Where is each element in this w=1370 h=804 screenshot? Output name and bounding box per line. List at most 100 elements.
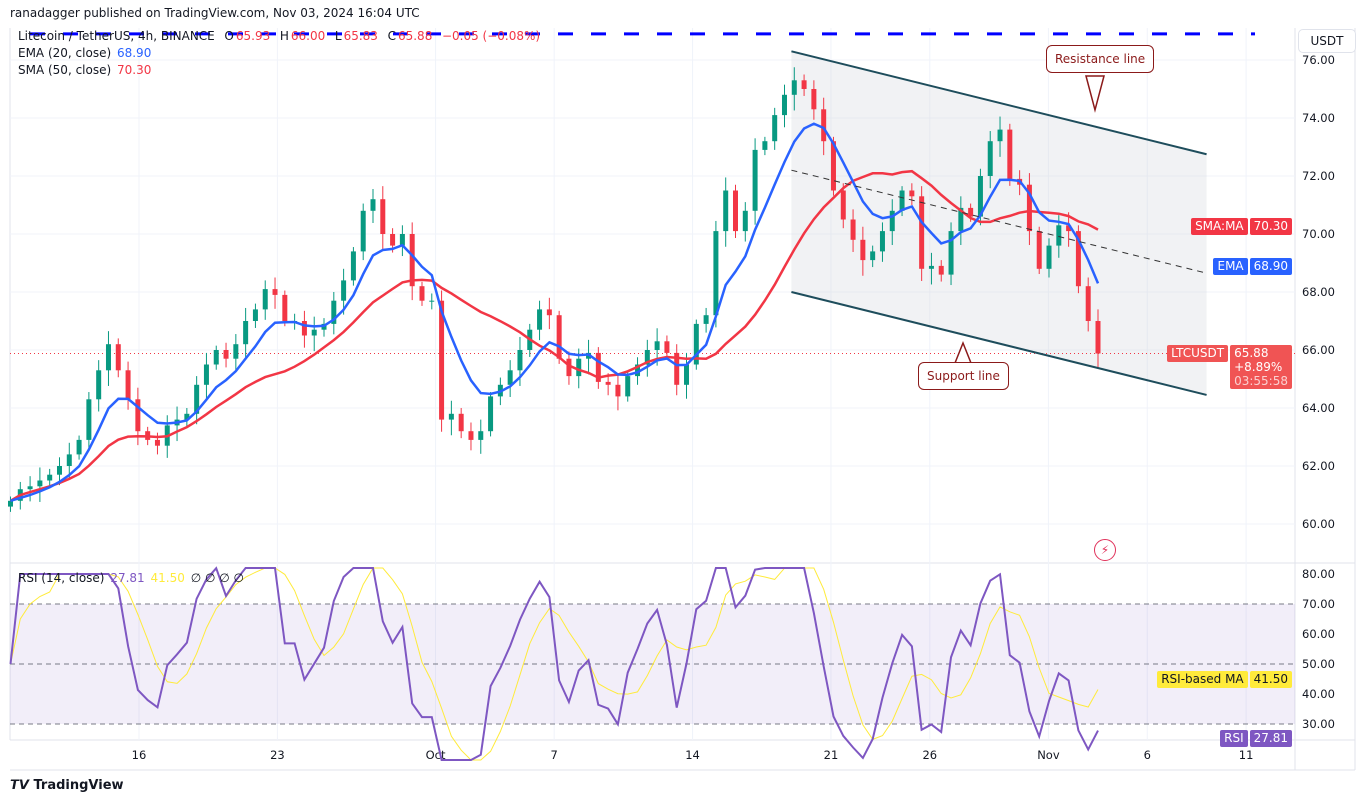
candle-body	[184, 413, 190, 420]
resistance-line-callout[interactable]: Resistance line	[1046, 45, 1155, 73]
candle-body	[301, 321, 307, 336]
high-label: H	[279, 29, 289, 43]
close-value: 65.88	[397, 29, 433, 43]
support-line	[791, 291, 1207, 396]
rsi-ma-axis-tag-group: RSI-based MA 41.50	[1157, 671, 1292, 688]
rsi-axis-tag-group: RSI 27.81	[1220, 730, 1292, 747]
candle-body	[556, 315, 562, 359]
candle-body	[762, 141, 768, 150]
candle-body	[850, 219, 856, 240]
candle-body	[987, 141, 993, 176]
candle-body	[879, 231, 885, 252]
rsi-tick-label: 50.00	[1302, 657, 1335, 671]
symbol-axis-tag: LTCUSDT	[1167, 345, 1229, 362]
support-line-callout[interactable]: Support line	[918, 362, 1009, 390]
candle-body	[1066, 225, 1072, 232]
rsi-value: 27.81	[110, 571, 145, 585]
symbol-title: Litecoin / TetherUS, 4h, BINANCE	[18, 29, 215, 43]
candle-body	[1036, 231, 1042, 269]
candle-body	[1075, 231, 1081, 287]
last-price-tag: 65.88 +8.89% 03:55:58	[1230, 345, 1292, 389]
candle-body	[840, 190, 846, 220]
sma-50-line	[9, 169, 1099, 502]
time-tick-label: 26	[922, 748, 937, 762]
time-tick-label: 11	[1239, 748, 1254, 762]
rsi-tick-label: 40.00	[1302, 687, 1335, 701]
candle-body	[546, 309, 552, 316]
rsi-ma-value: 41.50	[150, 571, 185, 585]
candle-body	[517, 350, 523, 371]
rsi-tick-label: 70.00	[1302, 597, 1335, 611]
candle-body	[96, 370, 102, 400]
candle-body	[282, 294, 288, 321]
candle-body	[811, 89, 817, 110]
candle-body	[399, 234, 405, 246]
candle-body	[693, 323, 699, 365]
candle-body	[635, 364, 641, 377]
ema-legend[interactable]: EMA (20, close) 68.90	[18, 46, 153, 60]
time-tick-label: 16	[132, 748, 147, 762]
time-tick-label: 23	[270, 748, 285, 762]
candle-body	[370, 199, 376, 211]
candle-body	[478, 431, 484, 440]
ema-20-line	[10, 122, 1100, 502]
candle-body	[723, 190, 729, 232]
candle-body	[733, 190, 738, 232]
currency-button[interactable]: USDT	[1298, 29, 1356, 53]
candle-body	[595, 352, 601, 382]
candle-body	[125, 370, 131, 400]
channel-fill	[791, 51, 1207, 395]
candle-body	[135, 399, 141, 432]
candle-body	[311, 329, 317, 336]
time-tick-label: Nov	[1037, 748, 1060, 762]
candle-body	[1085, 286, 1091, 321]
sma-legend[interactable]: SMA (50, close) 70.30	[18, 63, 153, 77]
candle-body	[644, 350, 650, 365]
candle-body	[615, 384, 621, 397]
candle-body	[870, 251, 876, 261]
sma-axis-value: 70.30	[1249, 218, 1292, 235]
candle-body	[243, 321, 249, 345]
alert-lightning-icon[interactable]: ⚡	[1094, 539, 1116, 561]
candle-body	[928, 265, 934, 269]
rsi-label: RSI (14, close)	[18, 571, 105, 585]
price-change-pct: +8.89%	[1234, 360, 1283, 374]
candle-body	[27, 486, 33, 490]
publisher-line: ranadagger published on TradingView.com,…	[10, 6, 420, 20]
low-label: L	[334, 29, 342, 43]
candle-body	[576, 358, 582, 377]
tradingview-logo[interactable]: 𝙏𝙑 TradingView	[10, 778, 124, 793]
candle-body	[703, 315, 709, 324]
change-value: −0.05 (−0.08%)	[441, 29, 541, 43]
candle-body	[605, 381, 611, 385]
symbol-legend: Litecoin / TetherUS, 4h, BINANCE O 65.93 …	[18, 29, 542, 43]
candle-body	[115, 344, 121, 371]
sma-axis-tag-group: SMA:MA 70.30	[1191, 218, 1292, 235]
rsi-legend[interactable]: RSI (14, close) 27.81 41.50 ∅ ∅ ∅ ∅	[18, 571, 246, 585]
candle-body	[66, 454, 72, 466]
candle-body	[821, 109, 827, 142]
candle-body	[909, 190, 915, 197]
bar-countdown: 03:55:58	[1234, 374, 1288, 388]
candle-body	[8, 500, 13, 507]
candle-body	[860, 239, 866, 261]
candle-body	[350, 251, 356, 281]
candle-body	[86, 399, 92, 440]
time-tick-label: 6	[1144, 748, 1151, 762]
candle-body	[684, 364, 690, 385]
ema-axis-value: 68.90	[1249, 258, 1292, 275]
candle-body	[468, 431, 474, 440]
candle-body	[37, 480, 43, 487]
candle-body	[781, 94, 787, 116]
rsi-extra: ∅ ∅ ∅ ∅	[190, 571, 244, 585]
price-tick-label: 62.00	[1302, 459, 1335, 473]
candle-body	[409, 234, 415, 287]
sma-label: SMA (50, close)	[18, 63, 112, 77]
rsi-ma-line	[10, 567, 1099, 761]
candle-body	[223, 350, 229, 359]
candle-body	[439, 300, 445, 420]
candle-body	[742, 210, 748, 232]
candle-body	[664, 341, 670, 353]
candle-body	[919, 196, 925, 269]
